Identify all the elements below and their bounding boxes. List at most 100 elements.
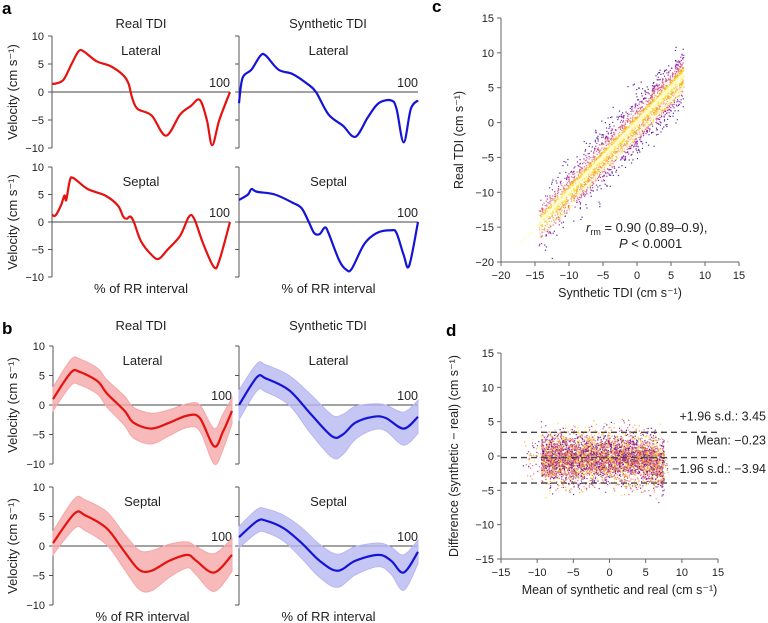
scatter-point bbox=[594, 176, 596, 178]
scatter-point bbox=[576, 189, 578, 191]
scatter-point bbox=[679, 71, 681, 73]
scatter-point bbox=[623, 128, 625, 130]
scatter-point bbox=[597, 179, 600, 181]
scatter-point bbox=[562, 194, 564, 196]
scatter-point bbox=[604, 149, 606, 151]
scatter-point bbox=[633, 127, 635, 130]
scatter-point bbox=[661, 90, 663, 92]
scatter-point bbox=[602, 179, 605, 181]
scatter-point bbox=[612, 150, 614, 153]
scatter-point bbox=[608, 140, 610, 142]
scatter-point bbox=[552, 205, 554, 207]
confidence-band bbox=[52, 495, 233, 593]
scatter-point bbox=[567, 199, 569, 201]
scatter-point bbox=[658, 109, 660, 111]
scatter-point bbox=[643, 112, 645, 114]
scatter-point bbox=[618, 135, 620, 137]
scatter-point bbox=[620, 128, 622, 130]
y-tick-label: −5 bbox=[32, 430, 45, 442]
scatter-point bbox=[556, 208, 558, 210]
x-end-label: 100 bbox=[397, 206, 418, 220]
scatter-point bbox=[674, 77, 676, 79]
scatter-point bbox=[608, 151, 610, 153]
scatter-point bbox=[590, 171, 592, 173]
scatter-point bbox=[627, 126, 629, 129]
scatter-point bbox=[599, 176, 601, 178]
scatter-point bbox=[622, 140, 624, 142]
scatter-point bbox=[592, 156, 594, 158]
scatter-point bbox=[554, 207, 556, 209]
scatter-point bbox=[619, 135, 622, 137]
scatter-point bbox=[624, 127, 626, 129]
scatter-point bbox=[560, 180, 562, 182]
scatter-point bbox=[609, 148, 611, 150]
scatter-point bbox=[654, 85, 657, 87]
scatter-point bbox=[664, 104, 666, 107]
scatter-point bbox=[590, 150, 592, 152]
scatter-point bbox=[591, 180, 593, 182]
scatter-point bbox=[602, 162, 605, 164]
scatter-point bbox=[628, 133, 631, 135]
scatter-point bbox=[655, 104, 657, 106]
scatter-point bbox=[568, 189, 570, 191]
scatter-point bbox=[618, 126, 621, 128]
scatter-point bbox=[669, 75, 671, 77]
scatter-point bbox=[596, 142, 598, 144]
series-line bbox=[238, 518, 419, 574]
scatter-point bbox=[602, 148, 604, 150]
scatter-point bbox=[628, 126, 630, 128]
scatter-point bbox=[586, 169, 588, 171]
scatter-point bbox=[600, 159, 602, 161]
y-tick-label: −5 bbox=[31, 245, 44, 257]
scatter-point bbox=[659, 100, 662, 103]
scatter-point bbox=[558, 203, 560, 205]
scatter-point bbox=[645, 100, 647, 102]
scatter-point bbox=[643, 126, 645, 128]
scatter-point bbox=[583, 178, 585, 180]
scatter-point bbox=[611, 146, 613, 148]
scatter-point bbox=[631, 120, 633, 122]
scatter-point bbox=[665, 92, 668, 94]
scatter-point bbox=[631, 138, 633, 140]
scatter-point bbox=[679, 61, 681, 63]
scatter-point bbox=[575, 197, 577, 199]
scatter-point bbox=[568, 203, 570, 205]
scatter-point bbox=[588, 162, 590, 164]
scatter-point bbox=[642, 133, 644, 135]
scatter-point bbox=[609, 157, 612, 159]
scatter-point bbox=[620, 152, 622, 154]
scatter-point bbox=[553, 222, 555, 224]
scatter-point bbox=[616, 157, 618, 159]
scatter-point bbox=[658, 102, 660, 104]
scatter-point bbox=[610, 132, 613, 134]
scatter-point bbox=[680, 81, 682, 83]
scatter-point bbox=[640, 120, 642, 122]
scatter-point bbox=[557, 203, 559, 205]
scatter-point bbox=[656, 112, 658, 114]
scatter-point bbox=[644, 91, 646, 93]
scatter-point bbox=[607, 161, 609, 163]
scatter-point bbox=[549, 198, 551, 200]
scatter-point bbox=[586, 181, 588, 183]
scatter-point bbox=[593, 155, 595, 157]
scatter-point bbox=[639, 113, 641, 115]
scatter-point bbox=[655, 134, 658, 136]
scatter-point bbox=[544, 205, 546, 207]
scatter-point bbox=[663, 94, 665, 96]
scatter-point bbox=[653, 90, 655, 92]
scatter-point bbox=[656, 109, 658, 111]
scatter-point bbox=[656, 122, 658, 124]
scatter-point bbox=[671, 104, 674, 106]
scatter-point bbox=[652, 109, 654, 111]
scatter-point bbox=[605, 159, 607, 161]
scatter-point bbox=[564, 189, 566, 191]
scatter-point bbox=[571, 181, 573, 183]
scatter-point bbox=[576, 198, 579, 200]
scatter-point bbox=[545, 227, 547, 229]
scatter-point bbox=[636, 143, 638, 145]
scatter-point bbox=[578, 201, 581, 203]
scatter-point bbox=[576, 181, 578, 183]
scatter-point bbox=[672, 97, 674, 99]
scatter-point bbox=[593, 172, 595, 174]
scatter-point bbox=[666, 106, 668, 109]
